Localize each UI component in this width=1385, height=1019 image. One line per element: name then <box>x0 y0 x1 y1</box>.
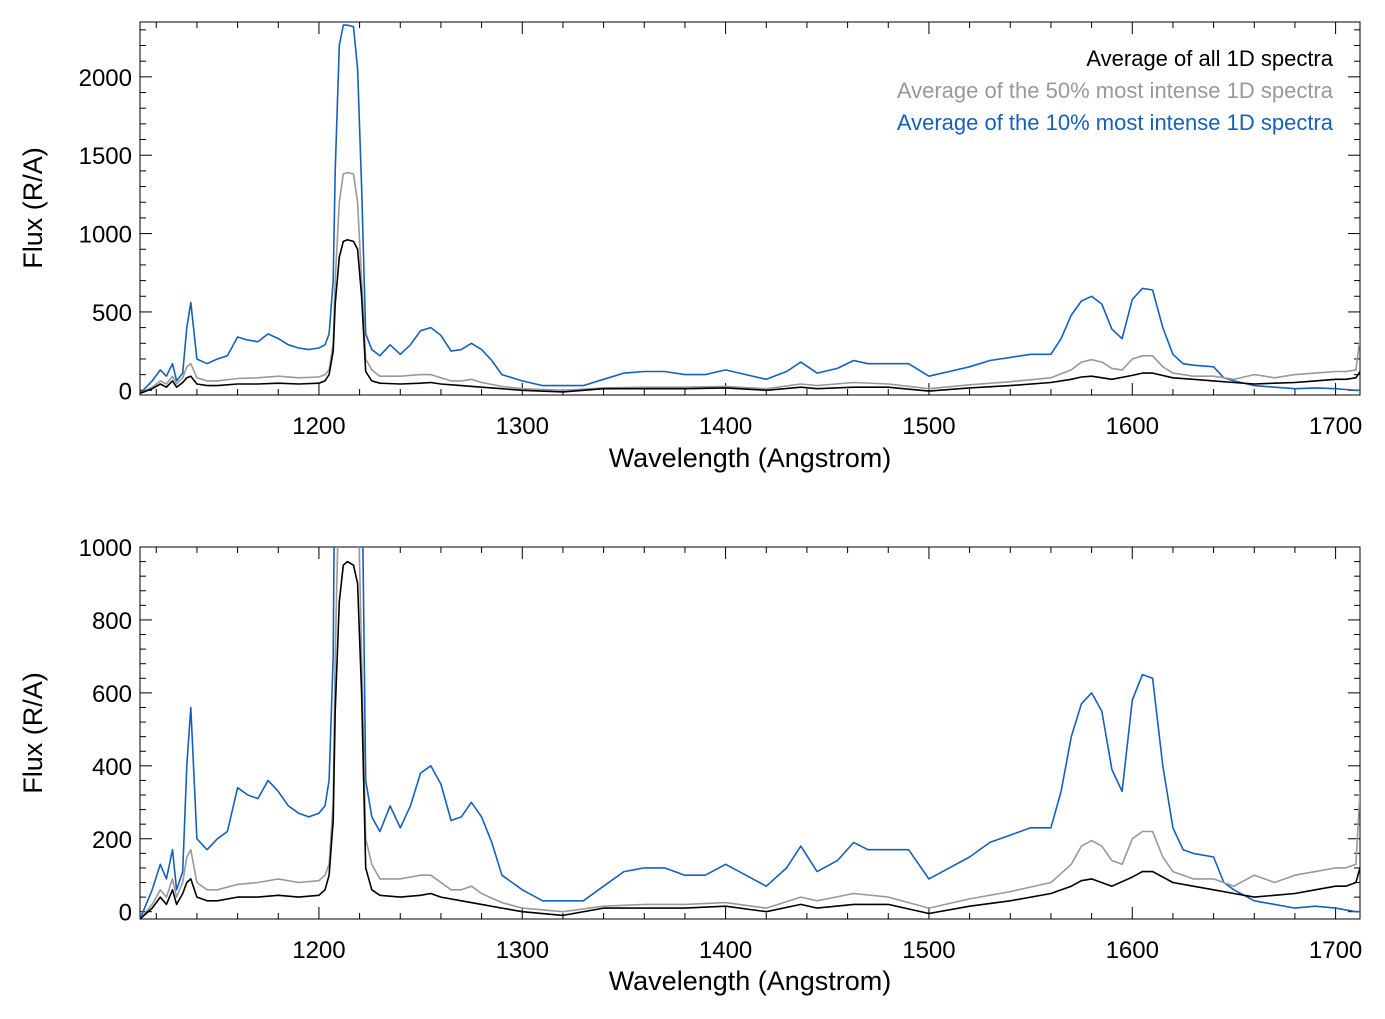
bottom-y-tick-label: 200 <box>92 827 132 854</box>
legend: Average of all 1D spectra Average of the… <box>897 46 1334 135</box>
top-y-axis-label: Flux (R/A) <box>18 147 48 269</box>
top-y-tick-label: 1500 <box>79 143 132 170</box>
bottom-x-axis-label: Wavelength (Angstrom) <box>609 966 892 996</box>
top-x-tick-label: 1600 <box>1106 413 1159 440</box>
top-tick-labels: 1200 1300 1400 1500 1600 1700 0 500 1000 1500 2000 <box>79 65 1363 440</box>
top-series-line-all <box>140 239 1360 395</box>
bottom-x-tick-label: 1200 <box>292 937 345 964</box>
top-plot-frame <box>139 21 1361 396</box>
top-x-tick-label: 1300 <box>496 413 549 440</box>
top-x-tick-label: 1700 <box>1309 413 1362 440</box>
bottom-x-tick-label: 1300 <box>496 937 549 964</box>
bottom-plot-frame <box>139 546 1361 920</box>
bottom-tick-labels: 1200 1300 1400 1500 1600 1700 0 200 400 600 800 100… <box>79 535 1363 964</box>
top-y-tick-label: 500 <box>92 300 132 327</box>
bottom-y-axis-label: Flux (R/A) <box>18 672 48 794</box>
bottom-series-line-50pct <box>140 547 1360 919</box>
top-y-tick-label: 1000 <box>79 222 132 249</box>
bottom-y-tick-label: 800 <box>92 608 132 635</box>
bottom-x-tick-label: 1700 <box>1309 937 1362 964</box>
top-x-tick-label: 1400 <box>699 413 752 440</box>
legend-entry-10pct: Average of the 10% most intense 1D spect… <box>897 110 1334 135</box>
bottom-panel: 1200 1300 1400 1500 1600 1700 0 200 400 600 800 100… <box>18 535 1363 996</box>
legend-entry-all: Average of all 1D spectra <box>1086 46 1333 71</box>
top-x-tick-label: 1500 <box>902 413 955 440</box>
top-x-axis-label: Wavelength (Angstrom) <box>609 443 892 473</box>
top-y-tick-label: 0 <box>119 378 132 405</box>
bottom-x-tick-label: 1600 <box>1106 937 1159 964</box>
bottom-y-tick-label: 400 <box>92 754 132 781</box>
top-ticks <box>140 22 1360 395</box>
bottom-ticks <box>140 546 1360 919</box>
bottom-series-group <box>140 547 1360 919</box>
bottom-y-tick-label: 1000 <box>79 535 132 562</box>
top-series-line-10pct <box>140 24 1360 394</box>
bottom-series-line-all <box>140 560 1360 919</box>
top-panel: 1200 1300 1400 1500 1600 1700 0 500 1000 1500 2000… <box>18 21 1363 473</box>
bottom-x-tick-label: 1500 <box>902 937 955 964</box>
top-y-tick-label: 2000 <box>79 65 132 92</box>
top-x-tick-label: 1200 <box>292 413 345 440</box>
top-series-group <box>140 24 1360 395</box>
bottom-y-tick-label: 0 <box>119 900 132 927</box>
top-series-line-50pct <box>140 171 1360 395</box>
legend-entry-50pct: Average of the 50% most intense 1D spect… <box>897 78 1334 103</box>
bottom-y-tick-label: 600 <box>92 681 132 708</box>
bottom-series-line-10pct <box>140 547 1360 919</box>
bottom-x-tick-label: 1400 <box>699 937 752 964</box>
